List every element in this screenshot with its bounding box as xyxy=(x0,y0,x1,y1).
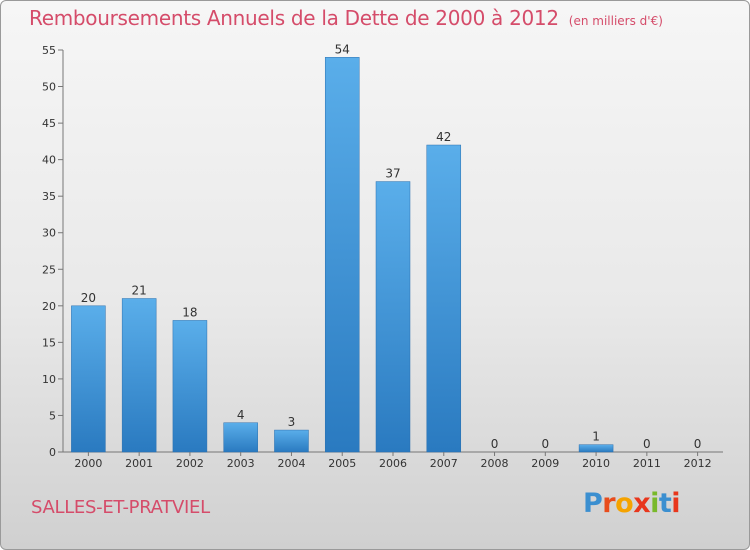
proxiti-logo: Proxiti xyxy=(583,488,681,519)
bar-data-label: 3 xyxy=(288,415,296,429)
y-tick-label: 55 xyxy=(42,44,56,57)
y-tick-label: 10 xyxy=(42,373,56,386)
bar-data-label: 37 xyxy=(385,167,400,181)
bar xyxy=(375,181,411,453)
logo-letter: x xyxy=(633,488,651,519)
y-tick-label: 20 xyxy=(42,300,56,313)
bar-data-label: 18 xyxy=(182,305,197,319)
bar-data-label: 54 xyxy=(335,42,350,56)
bar-data-label: 21 xyxy=(132,284,147,298)
bar-data-label: 0 xyxy=(694,437,702,451)
x-tick-label: 2001 xyxy=(125,457,153,470)
bar xyxy=(121,298,157,453)
y-tick-label: 40 xyxy=(42,154,56,167)
bar xyxy=(324,57,360,453)
logo-letter: i xyxy=(671,488,681,519)
x-tick-label: 2009 xyxy=(531,457,559,470)
logo-letter: P xyxy=(583,488,603,519)
y-tick-label: 0 xyxy=(49,446,56,459)
chart-title-text: Remboursements Annuels de la Dette de 20… xyxy=(29,6,559,30)
y-tick-label: 45 xyxy=(42,117,56,130)
bar-data-label: 0 xyxy=(491,437,499,451)
x-tick-label: 2004 xyxy=(277,457,305,470)
chart-subtitle: (en milliers d'€) xyxy=(568,14,663,28)
bar-data-label: 4 xyxy=(237,408,245,422)
bar xyxy=(223,422,258,453)
x-tick-label: 2011 xyxy=(633,457,661,470)
x-tick-label: 2012 xyxy=(684,457,712,470)
x-tick-label: 2010 xyxy=(582,457,610,470)
y-tick-label: 25 xyxy=(42,263,56,276)
x-tick-label: 2008 xyxy=(481,457,509,470)
bar-data-label: 0 xyxy=(643,437,651,451)
chart-title: Remboursements Annuels de la Dette de 20… xyxy=(29,6,663,30)
bar xyxy=(172,320,208,453)
y-tick-label: 5 xyxy=(49,409,56,422)
y-tick-label: 35 xyxy=(42,190,56,203)
bar xyxy=(578,444,614,453)
logo-letter: r xyxy=(602,488,616,519)
x-tick-label: 2006 xyxy=(379,457,407,470)
bar xyxy=(71,305,106,453)
x-tick-label: 2003 xyxy=(227,457,255,470)
bar-data-label: 20 xyxy=(81,291,96,305)
x-tick-label: 2000 xyxy=(74,457,102,470)
y-tick-label: 30 xyxy=(42,227,56,240)
x-tick-label: 2005 xyxy=(328,457,356,470)
logo-letter: i xyxy=(650,488,659,519)
bar-data-label: 1 xyxy=(592,430,600,444)
y-tick-label: 15 xyxy=(42,336,56,349)
y-tick-label: 50 xyxy=(42,81,56,94)
bar xyxy=(274,429,309,453)
logo-letter: o xyxy=(615,488,634,519)
commune-name: SALLES-ET-PRATVIEL xyxy=(31,497,210,518)
x-tick-label: 2002 xyxy=(176,457,204,470)
bar-data-label: 0 xyxy=(541,437,549,451)
logo-letter: t xyxy=(658,488,672,519)
bar xyxy=(426,144,462,453)
bar-data-label: 42 xyxy=(436,130,451,144)
x-tick-label: 2007 xyxy=(430,457,458,470)
